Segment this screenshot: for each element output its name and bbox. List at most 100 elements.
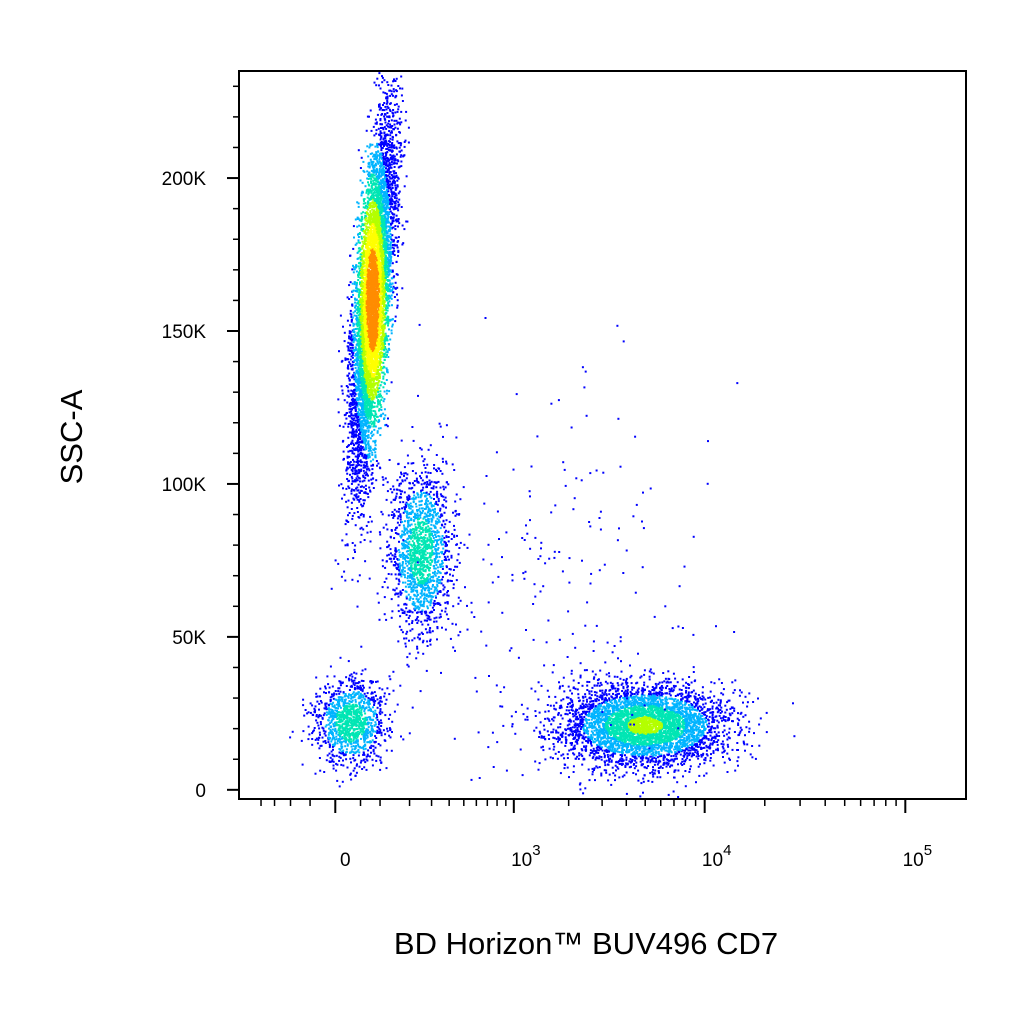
data-point [405,110,408,113]
data-point [369,143,372,146]
data-point [353,423,356,426]
data-point [387,125,389,128]
data-point [395,187,398,190]
data-point [362,464,365,467]
data-point [347,395,350,398]
data-point [378,171,381,174]
data-point [374,260,377,263]
data-point [362,344,365,347]
data-point [383,286,386,289]
data-point [370,382,373,385]
data-point [352,324,355,327]
data-point [399,87,401,90]
data-point [372,168,375,171]
data-point [361,294,364,297]
data-point [395,103,398,106]
data-point [377,355,379,358]
data-point [389,137,392,140]
data-point [354,413,357,416]
data-point [392,180,394,183]
data-point [357,401,360,404]
data-point [378,409,380,412]
data-point [373,329,376,332]
data-point [402,242,405,245]
data-point [370,274,373,276]
data-point [389,134,392,137]
data-point [368,486,371,489]
data-point [372,380,375,383]
data-point [362,426,365,429]
data-point [383,293,386,296]
data-point [384,313,387,316]
data-point [379,427,382,430]
data-point [338,484,340,487]
data-point [393,161,396,164]
data-point [355,348,358,351]
data-point [351,542,354,544]
data-point [398,222,401,225]
data-point [364,474,367,477]
data-point [361,454,364,457]
data-point [361,323,364,326]
data-point [385,321,388,324]
data-point [366,421,369,424]
data-point [388,126,391,129]
data-point [355,283,358,286]
data-point [389,110,392,112]
data-point [359,433,362,436]
data-point [351,356,354,359]
data-point [354,433,357,436]
data-point [364,332,367,335]
data-point [384,220,386,223]
data-point [389,180,392,183]
data-point [363,502,365,505]
data-point [362,513,365,516]
data-point [386,275,389,278]
data-point [395,197,398,200]
data-point [376,260,379,263]
data-point [355,429,358,431]
data-point [370,184,373,187]
data-point [382,361,385,364]
data-point [367,434,370,437]
data-point [374,357,376,360]
data-point [352,374,355,377]
data-point [382,104,384,106]
data-point [391,234,394,237]
data-point [366,207,369,210]
data-point [354,406,357,409]
data-point [367,241,370,244]
data-point [344,544,347,547]
data-point [379,434,382,437]
data-point [370,161,373,164]
data-point [350,296,353,298]
data-point [364,484,367,487]
data-point [384,137,387,140]
data-point [391,325,394,328]
data-point [396,121,399,124]
data-point [387,146,390,149]
data-point [350,395,353,398]
data-point [348,431,351,434]
data-point [375,239,378,242]
data-point [354,455,357,458]
data-point [376,389,379,392]
data-point [384,316,386,319]
data-point [384,284,387,287]
data-point [348,466,351,469]
data-point [365,311,368,314]
data-point [375,332,378,335]
data-point [379,256,382,259]
data-point [392,247,395,250]
data-point [381,476,384,479]
data-point [346,401,349,404]
data-point [354,328,357,330]
data-point [394,287,397,290]
data-point [357,352,360,355]
data-point [391,244,394,246]
data-point [393,195,396,198]
data-point [378,192,381,195]
data-point [401,100,404,102]
data-point [384,257,387,260]
data-point [395,77,398,80]
